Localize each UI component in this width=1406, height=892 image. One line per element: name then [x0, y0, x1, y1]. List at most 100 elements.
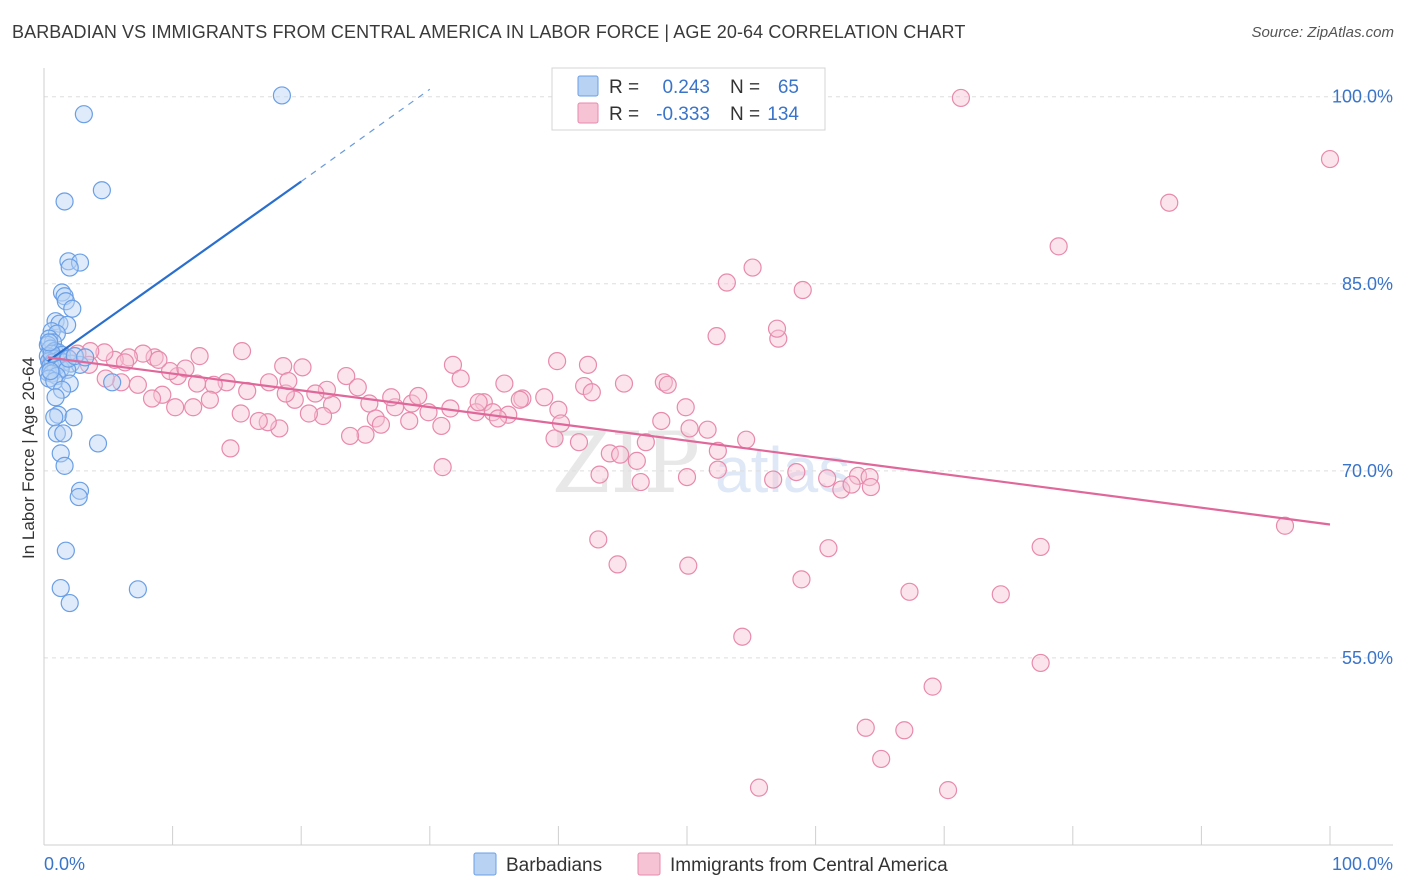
barbadians-point: [56, 292, 75, 311]
immigrants-point: [153, 385, 172, 404]
barbadians-point: [47, 424, 66, 443]
immigrants-point: [923, 677, 942, 696]
immigrants-point: [1275, 516, 1295, 535]
immigrants-point: [95, 343, 114, 362]
chart-title: BARBADIAN VS IMMIGRANTS FROM CENTRAL AME…: [12, 22, 966, 42]
immigrants-point: [708, 460, 727, 479]
immigrants-point: [259, 373, 279, 392]
immigrants-point: [698, 420, 717, 439]
immigrants-point: [510, 390, 529, 409]
immigrants-point: [356, 425, 375, 444]
axes: [43, 68, 1393, 846]
barbadians-point: [46, 388, 65, 407]
legend-n-value-pink: 134: [767, 104, 799, 125]
legend-r-value-pink: -0.333: [656, 104, 710, 125]
immigrants-point: [569, 433, 589, 452]
immigrants-point: [991, 585, 1010, 604]
immigrants-point: [348, 378, 367, 397]
watermark-zip: ZIP: [552, 414, 700, 512]
immigrants-point: [149, 350, 168, 369]
immigrants-point: [680, 419, 699, 438]
immigrants-point: [221, 439, 240, 458]
immigrants-point: [658, 375, 677, 394]
barbadians-point: [128, 580, 147, 599]
immigrants-point: [792, 570, 811, 589]
immigrants-point: [578, 355, 598, 374]
immigrants-point: [545, 429, 564, 448]
immigrants-point: [737, 430, 756, 449]
series-legend: Barbadians Immigrants from Central Ameri…: [473, 852, 948, 876]
immigrants-point: [549, 400, 568, 419]
immigrants-point: [652, 411, 671, 431]
immigrants-point: [299, 404, 319, 423]
immigrants-point: [676, 398, 695, 417]
immigrants-point: [535, 388, 554, 407]
immigrants-point: [787, 463, 806, 482]
immigrants-point: [133, 344, 153, 363]
immigrants-point: [469, 393, 488, 412]
immigrants-point: [443, 355, 463, 374]
legend-swatch-pink: [577, 102, 599, 124]
immigrants-point: [764, 470, 783, 489]
immigrants-point: [707, 327, 726, 346]
immigrants-point: [488, 409, 508, 428]
immigrants-point: [631, 472, 650, 492]
series-legend-swatch-barbadians: [473, 852, 497, 876]
immigrants-point: [231, 404, 250, 423]
immigrants-point: [627, 451, 646, 470]
immigrants-point: [832, 480, 851, 499]
y-tick-label: 55.0%: [1342, 648, 1393, 668]
trend-line-immigrants: [47, 356, 1331, 526]
immigrants-point: [432, 416, 451, 436]
barbadians-point: [88, 434, 108, 453]
immigrants-point: [938, 781, 958, 800]
legend-swatch-blue: [577, 75, 599, 97]
immigrants-point: [590, 465, 609, 484]
immigrants-point: [190, 347, 209, 366]
immigrants-point: [1320, 149, 1340, 169]
immigrants-point: [872, 749, 891, 769]
trend-line-barbadians-extension: [300, 88, 431, 183]
barbadians-point: [45, 408, 64, 427]
barbadians-point: [51, 578, 70, 598]
trend-line-barbadians: [47, 180, 302, 363]
y-tick-label: 85.0%: [1342, 274, 1393, 294]
barbadians-point: [70, 481, 90, 500]
barbadians-point: [92, 181, 111, 200]
immigrants-point: [166, 398, 185, 417]
immigrants-point: [677, 467, 697, 487]
barbadians-point: [52, 380, 72, 399]
immigrants-point: [128, 375, 147, 394]
trend-lines: [47, 88, 1331, 526]
immigrants-point: [856, 718, 875, 737]
immigrants-point: [337, 366, 356, 386]
barbadians-point: [59, 252, 78, 271]
immigrants-point: [743, 258, 762, 277]
legend-n-label-pink: N =: [730, 104, 760, 125]
immigrants-point: [409, 386, 428, 406]
series-barbadians-points: [38, 86, 292, 613]
stats-legend: R = 0.243 N = 65 R = -0.333 N = 134: [551, 67, 826, 131]
immigrants-point: [200, 390, 219, 409]
y-axis-label: In Labor Force | Age 20-64: [19, 357, 38, 559]
immigrants-point: [249, 411, 268, 431]
legend-r-label-blue: R =: [609, 77, 639, 98]
source-label: Source: ZipAtlas.com: [1251, 24, 1394, 41]
immigrants-point: [679, 556, 698, 575]
barbadians-point: [41, 361, 60, 381]
gridlines: [44, 96, 1393, 659]
barbadians-point: [64, 408, 83, 427]
immigrants-point: [187, 374, 207, 393]
barbadians-point: [60, 593, 79, 613]
immigrants-point: [1031, 653, 1050, 673]
immigrants-point: [1160, 193, 1179, 212]
barbadians-point: [55, 456, 74, 475]
immigrants-point: [184, 398, 203, 417]
immigrants-point: [548, 352, 567, 371]
immigrants-point: [433, 458, 452, 477]
barbadians-point: [74, 105, 93, 124]
legend-r-value-blue: 0.243: [662, 77, 710, 98]
legend-n-value-blue: 65: [778, 77, 799, 98]
barbadians-point: [56, 541, 75, 560]
